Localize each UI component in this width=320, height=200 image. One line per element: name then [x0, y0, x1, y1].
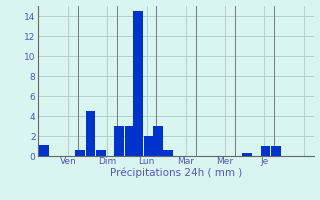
X-axis label: Précipitations 24h ( mm ): Précipitations 24h ( mm ): [110, 168, 242, 178]
Bar: [153, 126, 163, 156]
Bar: [125, 126, 135, 156]
Bar: [85, 111, 95, 156]
Bar: [271, 146, 281, 156]
Bar: [163, 150, 173, 156]
Bar: [260, 146, 270, 156]
Bar: [114, 126, 124, 156]
Bar: [144, 136, 153, 156]
Bar: [133, 11, 143, 156]
Bar: [75, 150, 84, 156]
Bar: [242, 153, 252, 156]
Bar: [96, 150, 106, 156]
Bar: [39, 145, 49, 156]
